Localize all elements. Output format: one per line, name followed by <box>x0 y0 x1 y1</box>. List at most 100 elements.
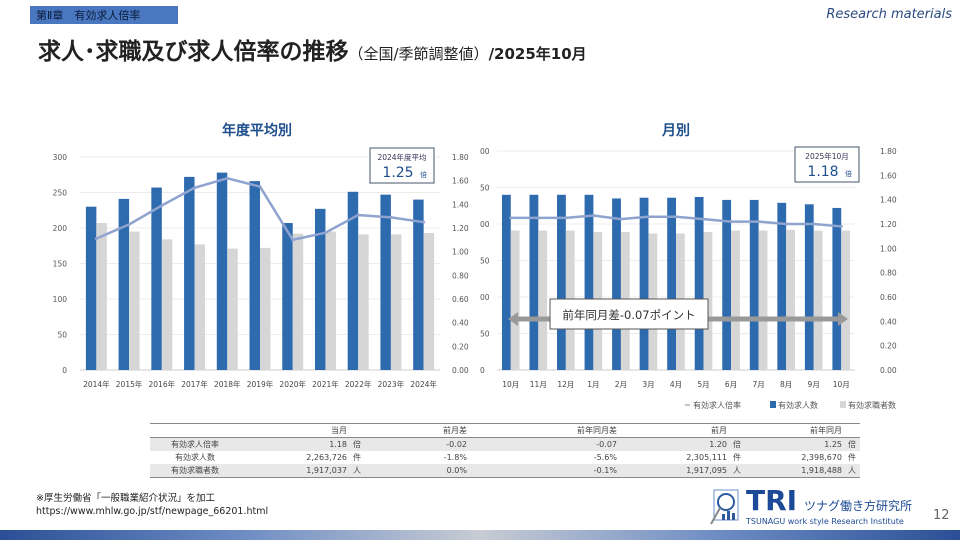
y2-tick-label: 1.20 <box>880 220 897 229</box>
y2-tick-label: 1.40 <box>880 196 897 205</box>
ratio-point <box>422 220 426 224</box>
table-cell: -0.1% <box>470 464 620 478</box>
bar-job-offers <box>118 198 130 370</box>
y2-tick-label: 0.00 <box>880 366 897 375</box>
bar-job-offers <box>216 172 228 370</box>
y-tick-label: 250 <box>53 189 68 198</box>
bar-job-seekers <box>813 230 823 370</box>
source-note: ※厚生労働省「一般職業紹介状況」を加工 https://www.mhlw.go.j… <box>36 492 268 518</box>
table-header: 当月 <box>240 423 350 438</box>
logo-en: TSUNAGU work style Research Institute <box>746 517 904 526</box>
ratio-point <box>225 176 229 180</box>
bar-job-offers <box>804 204 814 370</box>
bar-job-offers <box>557 194 566 370</box>
y2-tick-label: 1.80 <box>452 153 469 162</box>
ratio-point <box>564 216 568 220</box>
callout-label: 2025年10月 <box>805 151 849 161</box>
x-tick-label: 2014年 <box>83 379 110 389</box>
table-cell: 1.18 <box>240 437 350 451</box>
ratio-point <box>127 222 131 226</box>
legend-swatch-icon <box>840 401 846 408</box>
ratio-point <box>757 220 761 224</box>
bar-job-offers <box>749 199 759 370</box>
table-cell: 1,917,037 <box>240 464 350 478</box>
table-cell: -0.02 <box>370 437 470 451</box>
y2-tick-label: 0.60 <box>452 295 469 304</box>
y2-tick-label: 1.20 <box>452 224 469 233</box>
table-cell: 人 <box>845 464 860 478</box>
x-tick-label: 8月 <box>780 380 792 389</box>
table-cell: 1.25 <box>770 437 845 451</box>
bar-job-offers <box>501 194 511 370</box>
x-tick-label: 3月 <box>642 380 654 389</box>
table-row: 有効求人数 2,263,726 件 -1.8% -5.6% 2,305,111 件 2,398… <box>150 451 860 465</box>
ratio-point <box>674 215 678 219</box>
y-tick-label: 0 <box>480 366 485 375</box>
ratio-point <box>839 224 843 228</box>
table-cell: 2,263,726 <box>306 452 347 462</box>
y2-tick-label: 1.60 <box>452 177 469 186</box>
arrow-head-right <box>838 312 848 326</box>
bar-job-seekers <box>358 234 369 370</box>
x-tick-label: 2020年 <box>279 379 306 389</box>
bar-job-offers <box>694 196 704 370</box>
y-tick-label: 100 <box>53 295 68 304</box>
x-tick-label: 1月 <box>587 380 599 389</box>
callout-label: 2024年度平均 <box>377 152 426 162</box>
callout-box <box>369 147 435 184</box>
ratio-point <box>389 215 393 219</box>
ratio-point <box>94 237 98 241</box>
x-tick-label: 2016年 <box>149 379 176 389</box>
bar-job-seekers <box>292 233 304 370</box>
monthly-chart: 0 50 00 50 00 50 00 0.00 0.20 0.40 0.60 0.80 1.00 1.2… <box>480 146 897 410</box>
table-cell: 1,918,488 <box>770 464 845 478</box>
x-tick-label: 10月 <box>502 380 519 389</box>
callout-value: 1.25 <box>382 165 413 181</box>
y-tick-label: 0 <box>62 366 67 375</box>
magnifier-chart-icon <box>710 489 739 525</box>
bar-job-offers <box>529 194 539 370</box>
chart-title-annual: 年度平均別 <box>222 123 292 139</box>
page-number: 12 <box>933 508 950 523</box>
bar-job-offers <box>777 202 787 370</box>
annual-chart: 0 50 100 150 200 250 300 0.00 0.20 0.40 0.60 0.80 1.… <box>53 147 469 389</box>
tri-logo: TRI ツナグ働き方研究所 TSUNAGU work style Researc… <box>708 484 924 530</box>
table-cell: 1,917,095 <box>620 464 730 478</box>
table-cell: 件 <box>733 452 741 462</box>
annotation-box <box>549 298 709 330</box>
table-cell: 倍 <box>845 437 860 451</box>
bar-job-seekers <box>129 231 140 370</box>
y2-tick-label: 0.00 <box>452 366 469 375</box>
bar-job-seekers <box>510 230 520 370</box>
y2-tick-label: 1.00 <box>880 244 897 253</box>
y-tick-label: 00 <box>480 147 490 156</box>
ratio-point <box>509 216 513 220</box>
table-header <box>350 423 370 438</box>
ratio-point <box>702 217 706 221</box>
title-date: /2025年10月 <box>488 45 587 63</box>
table-cell: 2,398,670 <box>801 452 842 462</box>
source-url[interactable]: https://www.mhlw.go.jp/stf/newpage_66201… <box>36 506 269 517</box>
table-cell: 人 <box>730 464 770 478</box>
y2-tick-label: 1.80 <box>880 147 897 156</box>
bar-job-seekers <box>841 230 851 370</box>
y-tick-label: 50 <box>480 184 490 193</box>
table-cell: -1.8% <box>443 452 467 462</box>
bar-job-seekers <box>96 223 107 370</box>
table-header: 前年同月差 <box>470 423 620 438</box>
bar-job-offers <box>151 187 162 370</box>
bar-job-offers <box>667 197 676 370</box>
ratio-point <box>193 186 197 190</box>
bar-job-seekers <box>538 230 548 370</box>
y2-tick-label: 1.00 <box>452 248 469 257</box>
x-tick-label: 9月 <box>808 380 820 389</box>
bar-job-offers <box>184 176 195 370</box>
bar-job-offers <box>722 199 732 370</box>
callout-unit: 倍 <box>420 170 427 179</box>
table-cell: 件 <box>848 452 856 462</box>
ratio-point <box>812 222 816 226</box>
bar-job-offers <box>85 206 97 370</box>
x-tick-label: 2019年 <box>247 379 274 389</box>
bar-job-offers <box>249 181 260 370</box>
table-header <box>845 423 860 438</box>
